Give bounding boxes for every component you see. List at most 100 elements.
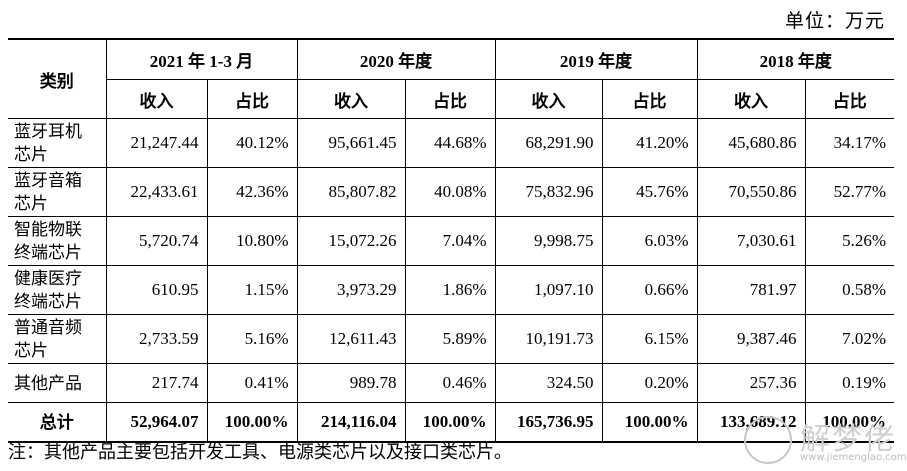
income-cell: 7,030.61 [696, 216, 806, 266]
share-cell: 6.03% [601, 216, 698, 266]
watermark-text: 解梦佬 [800, 422, 896, 457]
category-cell: 普通音频 芯片 [8, 314, 107, 364]
revenue-table: 类别 2021 年 1-3 月 2020 年度 2019 年度 2018 年度 … [8, 38, 895, 443]
share-cell: 0.19% [804, 363, 895, 403]
income-header: 收入 [696, 79, 806, 119]
share-cell: 0.66% [601, 265, 698, 315]
logo-icon [744, 416, 792, 464]
category-cell: 其他产品 [8, 363, 107, 403]
income-cell: 9,998.75 [494, 216, 603, 266]
category-line: 芯片 [14, 145, 48, 164]
share-cell: 0.20% [601, 363, 698, 403]
share-cell: 0.46% [404, 363, 496, 403]
income-cell: 52,964.07 [105, 402, 208, 443]
income-cell: 610.95 [105, 265, 208, 315]
income-cell: 75,832.96 [494, 167, 603, 217]
share-cell: 100.00% [206, 402, 298, 443]
table-row: 健康医疗终端芯片 610.95 1.15% 3,973.29 1.86% 1,0… [8, 265, 895, 315]
income-cell: 85,807.82 [296, 167, 406, 217]
income-cell: 781.97 [696, 265, 806, 315]
income-header: 收入 [106, 79, 208, 119]
income-cell: 324.50 [494, 363, 603, 403]
period-header: 2018 年度 [696, 38, 895, 80]
income-cell: 10,191.73 [494, 314, 603, 364]
income-cell: 21,247.44 [105, 118, 208, 168]
income-cell: 1,097.10 [494, 265, 603, 315]
income-cell: 22,433.61 [105, 167, 208, 217]
category-cell: 蓝牙音箱 芯片 [8, 167, 107, 217]
income-header: 收入 [296, 79, 406, 119]
share-cell: 0.41% [206, 363, 298, 403]
table-row: 智能物联终端芯片 5,720.74 10.80% 15,072.26 7.04%… [8, 216, 895, 266]
table-row: 蓝牙音箱芯片 22,433.61 42.36% 85,807.82 40.08%… [8, 167, 895, 217]
income-cell: 9,387.46 [696, 314, 806, 364]
category-line: 芯片 [14, 341, 48, 360]
share-cell: 34.17% [804, 118, 895, 168]
category-line: 健康医疗 [14, 269, 82, 288]
income-cell: 989.78 [296, 363, 406, 403]
category-header: 类别 [8, 38, 107, 119]
share-cell: 7.02% [804, 314, 895, 364]
share-cell: 100.00% [404, 402, 496, 443]
share-cell: 10.80% [206, 216, 298, 266]
share-cell: 1.86% [404, 265, 496, 315]
share-header: 占比 [404, 79, 496, 119]
footnote: 注：其他产品主要包括开发工具、电源类芯片以及接口类芯片。 [8, 442, 512, 462]
share-header: 占比 [804, 79, 895, 119]
period-header: 2019 年度 [494, 38, 698, 80]
period-header: 2021 年 1-3 月 [105, 38, 298, 80]
watermark-url: www.jiemenglao.com [800, 452, 907, 463]
table-row: 其他产品 217.74 0.41% 989.78 0.46% 324.50 0.… [8, 363, 895, 403]
income-header: 收入 [494, 79, 603, 119]
share-cell: 45.76% [601, 167, 698, 217]
income-cell: 70,550.86 [696, 167, 806, 217]
share-header: 占比 [601, 79, 698, 119]
category-line: 蓝牙耳机 [14, 122, 82, 141]
unit-label: 单位：万元 [784, 11, 885, 32]
header-row-metrics: 收入 占比 收入 占比 收入 占比 收入 占比 [8, 79, 895, 119]
category-cell: 蓝牙耳机 芯片 [8, 118, 107, 168]
income-cell: 45,680.86 [696, 118, 806, 168]
income-cell: 15,072.26 [296, 216, 406, 266]
income-cell: 165,736.95 [494, 402, 603, 443]
income-cell: 214,116.04 [296, 402, 406, 443]
share-cell: 100.00% [601, 402, 698, 443]
share-cell: 5.26% [804, 216, 895, 266]
category-line: 蓝牙音箱 [14, 171, 82, 190]
share-cell: 100.00% [804, 402, 895, 443]
income-cell: 5,720.74 [105, 216, 208, 266]
share-cell: 6.15% [601, 314, 698, 364]
income-cell: 3,973.29 [296, 265, 406, 315]
share-cell: 52.77% [804, 167, 895, 217]
share-cell: 0.58% [804, 265, 895, 315]
table-row: 普通音频 芯片 2,733.59 5.16% 12,611.43 5.89% 10… [8, 314, 895, 364]
category-line: 其他产品 [14, 373, 82, 393]
income-cell: 217.74 [105, 363, 208, 403]
share-cell: 5.89% [404, 314, 496, 364]
category-line: 智能物联 [14, 220, 82, 239]
share-cell: 44.68% [404, 118, 496, 168]
income-cell: 95,661.45 [296, 118, 406, 168]
income-cell: 2,733.59 [105, 314, 208, 364]
category-line: 终端芯片 [14, 292, 82, 311]
category-cell: 智能物联 终端芯片 [8, 216, 107, 266]
share-cell: 7.04% [404, 216, 496, 266]
income-cell: 257.36 [696, 363, 806, 403]
header-row-periods: 类别 2021 年 1-3 月 2020 年度 2019 年度 2018 年度 [8, 38, 895, 119]
category-line: 芯片 [14, 194, 48, 213]
table-row: 蓝牙耳机芯片 21,247.44 40.12% 95,661.45 44.68%… [8, 118, 895, 168]
share-cell: 41.20% [601, 118, 698, 168]
category-line: 终端芯片 [14, 243, 82, 262]
share-cell: 42.36% [206, 167, 298, 217]
category-cell: 健康医疗 终端芯片 [8, 265, 107, 315]
share-cell: 5.16% [206, 314, 298, 364]
income-cell: 12,611.43 [296, 314, 406, 364]
total-label: 总计 [8, 402, 107, 443]
period-header: 2020 年度 [296, 38, 496, 80]
share-cell: 1.15% [206, 265, 298, 315]
share-cell: 40.12% [206, 118, 298, 168]
income-cell: 68,291.90 [494, 118, 603, 168]
share-header: 占比 [206, 79, 298, 119]
watermark-logo: 解梦佬 www.jiemenglao.com [740, 412, 906, 470]
share-cell: 40.08% [404, 167, 496, 217]
